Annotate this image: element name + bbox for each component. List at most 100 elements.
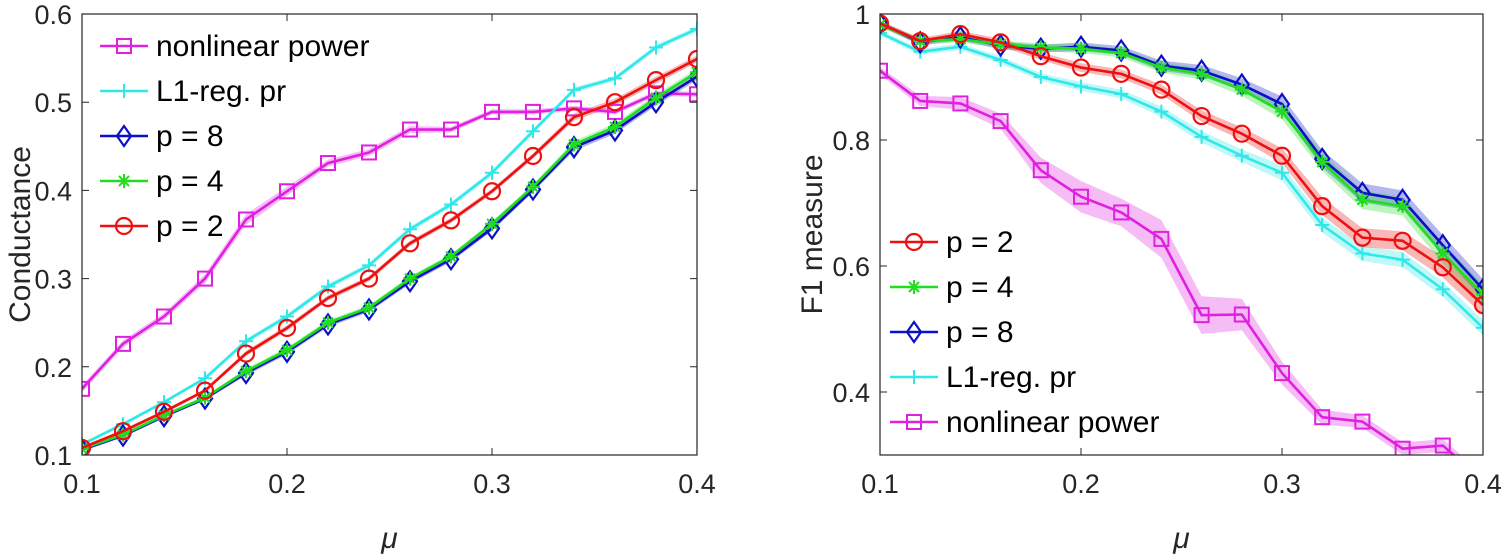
std-band-p-2 bbox=[82, 55, 697, 450]
data-point-nonlinear-power bbox=[880, 62, 888, 79]
data-point-nonlinear-power bbox=[1032, 162, 1049, 179]
data-point-nonlinear-power bbox=[1233, 306, 1250, 323]
legend-marker-plus-icon bbox=[907, 370, 921, 384]
data-point-nonlinear-power bbox=[156, 308, 172, 325]
data-point-nonlinear-power bbox=[1274, 365, 1290, 382]
x-axis-label: μ bbox=[1172, 522, 1189, 555]
data-point-p-2 bbox=[687, 49, 697, 69]
data-point-p-4 bbox=[1194, 66, 1209, 81]
data-point-p-2 bbox=[1433, 258, 1452, 277]
legend: p = 2 p = 4 p = 8 L1-reg. pr nonlinear power bbox=[890, 226, 1159, 439]
data-point-p-2 bbox=[646, 71, 666, 90]
plot-area bbox=[880, 14, 1483, 455]
legend-marker-diamond-icon bbox=[115, 124, 133, 148]
data-point-p-2 bbox=[1473, 295, 1483, 315]
plot-area bbox=[82, 21, 697, 455]
legend-label: nonlinear power bbox=[946, 406, 1159, 439]
data-point-p-2 bbox=[113, 422, 133, 441]
data-point-p-2 bbox=[880, 14, 890, 33]
data-point-l1-reg-pr bbox=[1275, 165, 1289, 180]
legend-item: L1-reg. pr bbox=[890, 361, 1076, 394]
data-point-nonlinear-power bbox=[566, 100, 582, 117]
data-point-p-4 bbox=[157, 408, 171, 423]
data-point-p-2 bbox=[482, 182, 502, 201]
data-point-nonlinear-power bbox=[1113, 204, 1130, 221]
legend: nonlinear power L1-reg. pr p = 8 p = 4 p = 2 bbox=[100, 30, 369, 243]
series-line-p-2 bbox=[880, 22, 1483, 307]
legend-marker-asterisk-icon bbox=[907, 280, 921, 294]
data-point-p-4 bbox=[280, 343, 294, 358]
data-point-nonlinear-power bbox=[689, 86, 697, 103]
legend-item: L1-reg. pr bbox=[100, 75, 286, 108]
data-point-p-4 bbox=[608, 119, 622, 134]
data-point-p-8 bbox=[1032, 36, 1050, 61]
data-point-p-2 bbox=[605, 93, 625, 112]
y-tick-label: 0.6 bbox=[832, 252, 870, 282]
data-point-p-4 bbox=[1154, 60, 1169, 75]
data-point-nonlinear-power bbox=[82, 380, 90, 397]
std-band-nonlinear-power bbox=[880, 66, 1462, 455]
y-tick-label: 0.6 bbox=[34, 0, 72, 30]
data-point-nonlinear-power bbox=[992, 113, 1009, 130]
axes-box bbox=[879, 13, 1484, 456]
x-tick-label: 0.4 bbox=[1464, 469, 1502, 499]
data-point-p-4 bbox=[1234, 82, 1249, 97]
y-tick-label: 1 bbox=[855, 0, 870, 30]
data-point-p-2 bbox=[564, 108, 584, 127]
data-point-p-2 bbox=[154, 402, 174, 421]
legend-label: L1-reg. pr bbox=[946, 361, 1076, 394]
series-line-l1-reg-pr bbox=[82, 27, 697, 446]
data-point-l1-reg-pr bbox=[1315, 218, 1330, 233]
data-point-p-2 bbox=[82, 438, 92, 455]
y-tick-label: 0.3 bbox=[34, 265, 72, 295]
legend-marker-circle-icon bbox=[904, 232, 924, 252]
legend-marker-diamond-icon bbox=[905, 320, 923, 344]
legend-marker-circle-icon bbox=[114, 216, 134, 236]
data-point-p-2 bbox=[1192, 106, 1211, 126]
legend-label: p = 8 bbox=[156, 120, 224, 153]
data-point-p-2 bbox=[991, 33, 1010, 52]
data-point-l1-reg-pr bbox=[444, 197, 458, 212]
data-point-p-2 bbox=[523, 146, 543, 166]
data-point-p-2 bbox=[951, 25, 970, 44]
data-point-l1-reg-pr bbox=[485, 165, 499, 180]
data-point-p-2 bbox=[236, 344, 256, 363]
data-point-p-4 bbox=[1074, 41, 1088, 56]
data-point-l1-reg-pr bbox=[1355, 246, 1370, 261]
data-point-l1-reg-pr bbox=[880, 25, 887, 40]
data-point-p-8 bbox=[1112, 38, 1130, 63]
data-point-p-4 bbox=[526, 179, 540, 194]
series-line-l1-reg-pr bbox=[880, 31, 1483, 329]
data-point-p-2 bbox=[359, 269, 379, 288]
legend-item: nonlinear power bbox=[890, 406, 1159, 439]
data-point-l1-reg-pr bbox=[567, 82, 581, 97]
x-tick-label: 0.1 bbox=[63, 469, 101, 499]
data-point-nonlinear-power bbox=[952, 95, 969, 112]
data-point-p-2 bbox=[1152, 80, 1171, 99]
series-line-p-4 bbox=[880, 23, 1483, 296]
data-point-p-2 bbox=[1232, 124, 1251, 143]
data-point-l1-reg-pr bbox=[1476, 320, 1483, 335]
legend-label: p = 2 bbox=[946, 226, 1014, 259]
data-point-l1-reg-pr bbox=[403, 222, 417, 237]
y-tick-label: 0.2 bbox=[34, 353, 72, 383]
data-point-p-2 bbox=[1393, 231, 1412, 250]
data-point-nonlinear-power bbox=[1153, 230, 1170, 247]
legend-item: nonlinear power bbox=[100, 30, 369, 63]
data-point-p-8 bbox=[360, 297, 378, 322]
data-point-p-2 bbox=[1031, 47, 1050, 66]
data-point-p-2 bbox=[195, 381, 215, 400]
x-tick-label: 0.1 bbox=[861, 469, 899, 499]
data-point-l1-reg-pr bbox=[1033, 70, 1048, 84]
data-point-nonlinear-power bbox=[1073, 188, 1089, 205]
legend-label: p = 2 bbox=[156, 210, 224, 243]
data-point-p-4 bbox=[1315, 155, 1330, 170]
data-point-nonlinear-power bbox=[1314, 409, 1331, 426]
legend-item: p = 4 bbox=[100, 165, 224, 198]
data-point-p-4 bbox=[567, 137, 581, 152]
data-point-nonlinear-power bbox=[238, 211, 254, 228]
y-axis-label: F1 measure bbox=[796, 154, 829, 314]
data-point-p-4 bbox=[116, 427, 130, 442]
